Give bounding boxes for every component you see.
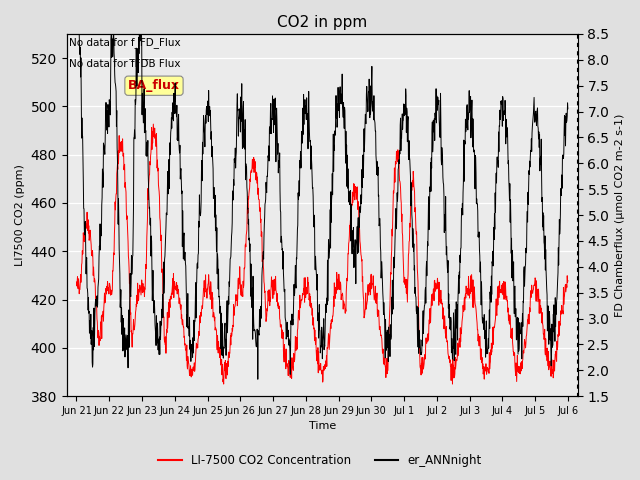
LI-7500 CO2 Concentration [220,381,227,387]
er_ANNnight [254,376,262,382]
Y-axis label: FD Chamberflux (μmol CO2 m-2 s-1): FD Chamberflux (μmol CO2 m-2 s-1) [615,113,625,317]
Line: LI-7500 CO2 Concentration: LI-7500 CO2 Concentration [77,124,568,384]
er_ANNnight [182,263,189,269]
Line: er_ANNnight: er_ANNnight [77,34,568,379]
Text: No data for f_FD_Flux: No data for f_FD_Flux [69,37,181,48]
er_ANNnight [170,91,178,96]
er_ANNnight [506,181,514,187]
LI-7500 CO2 Concentration [150,121,157,127]
X-axis label: Time: Time [308,421,336,432]
LI-7500 CO2 Concentration [463,288,470,293]
LI-7500 CO2 Concentration [73,279,81,285]
LI-7500 CO2 Concentration [506,316,514,322]
Title: CO2 in ppm: CO2 in ppm [277,15,367,30]
er_ANNnight [463,125,470,131]
LI-7500 CO2 Concentration [237,282,245,288]
LI-7500 CO2 Concentration [182,347,190,352]
Text: BA_flux: BA_flux [128,79,180,92]
er_ANNnight [237,94,244,100]
er_ANNnight [399,111,406,117]
er_ANNnight [564,106,572,112]
er_ANNnight [73,31,81,37]
LI-7500 CO2 Concentration [170,283,178,289]
LI-7500 CO2 Concentration [399,232,406,238]
Text: No data for f̅FD̅B Flux: No data for f̅FD̅B Flux [69,60,180,69]
LI-7500 CO2 Concentration [564,278,572,284]
Legend: LI-7500 CO2 Concentration, er_ANNnight: LI-7500 CO2 Concentration, er_ANNnight [153,449,487,472]
Y-axis label: LI7500 CO2 (ppm): LI7500 CO2 (ppm) [15,164,25,266]
